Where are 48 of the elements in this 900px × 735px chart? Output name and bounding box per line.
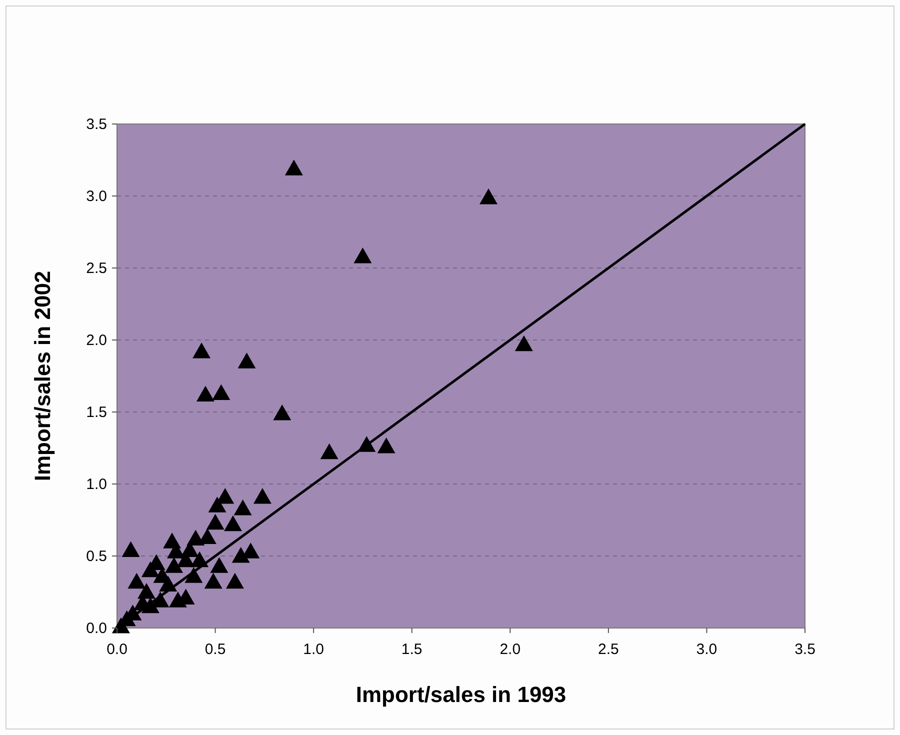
point [208, 496, 226, 512]
point [204, 572, 222, 589]
point [480, 188, 498, 204]
point [358, 436, 376, 452]
point [128, 572, 146, 589]
point [284, 160, 303, 176]
point [253, 488, 272, 504]
point [192, 342, 211, 358]
point [112, 618, 130, 634]
y-tick-label: 2.0 [86, 332, 107, 349]
y-tick-label: 1.5 [86, 404, 107, 421]
y-tick-label: 3.5 [86, 116, 107, 133]
x-tick-label: 1.0 [303, 641, 324, 658]
y-tick-label: 0.0 [86, 620, 107, 637]
x-tick-label: 3.0 [696, 641, 718, 658]
point [224, 515, 242, 532]
point [141, 597, 160, 614]
point [377, 438, 396, 454]
point [184, 567, 203, 583]
x-tick-label: 1.5 [401, 641, 422, 658]
point [226, 572, 244, 589]
y-axis-title: Import/sales in 2002 [30, 270, 55, 482]
x-tick-label: 0.5 [204, 641, 226, 658]
point [273, 404, 292, 420]
point [141, 561, 160, 578]
point [210, 557, 228, 573]
x-tick-label: 2.5 [598, 641, 619, 658]
point [354, 247, 372, 264]
point [514, 335, 533, 352]
point [122, 541, 140, 557]
point [234, 499, 252, 516]
point [320, 443, 338, 460]
point [165, 557, 184, 573]
x-tick-label: 2.0 [500, 641, 521, 658]
y-tick-label: 3.0 [86, 188, 107, 205]
point [206, 514, 224, 530]
point [137, 583, 156, 599]
y-tick-label: 0.5 [86, 548, 107, 565]
point [190, 551, 209, 568]
point [196, 386, 214, 402]
x-tick-label: 0.0 [106, 641, 128, 658]
y-tick-label: 2.5 [86, 260, 107, 277]
x-tick-label: 3.5 [794, 641, 816, 658]
point [232, 547, 250, 563]
y-tick-label: 1.0 [86, 476, 107, 493]
x-axis-title: Import/sales in 1993 [356, 682, 566, 707]
point [212, 384, 230, 400]
point [238, 352, 256, 368]
